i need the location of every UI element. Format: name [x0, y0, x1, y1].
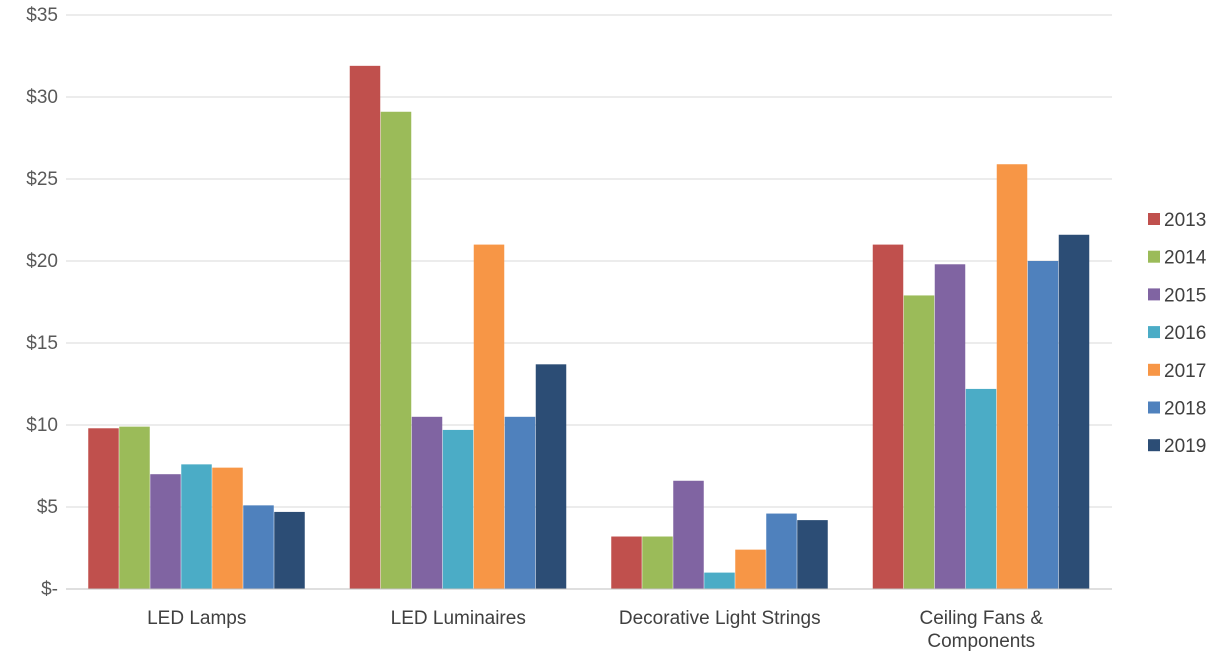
bar-2017-0	[212, 467, 243, 589]
legend-swatch	[1148, 401, 1160, 414]
bar-2019-3	[1058, 234, 1090, 589]
bar-2014-0	[119, 426, 150, 589]
legend-label: 2015	[1164, 285, 1206, 306]
legend-swatch	[1148, 250, 1160, 263]
y-tick-label: $20	[26, 251, 58, 272]
legend-label: 2014	[1164, 248, 1207, 269]
category-label: LED Luminaires	[391, 608, 526, 629]
bar-2016-2	[704, 572, 735, 589]
y-tick-label: $10	[26, 415, 58, 436]
y-tick-label: $30	[26, 87, 58, 108]
bar-2017-3	[996, 164, 1028, 590]
legend-label: 2018	[1164, 399, 1206, 420]
bar-2018-0	[243, 505, 274, 589]
legend-swatch	[1148, 288, 1160, 301]
bar-2014-1	[380, 111, 412, 589]
bar-2016-3	[965, 388, 997, 589]
y-tick-label: $5	[37, 497, 58, 518]
legend-swatch	[1148, 439, 1160, 452]
bar-2019-0	[274, 511, 305, 589]
y-tick-label: $25	[26, 169, 58, 190]
bar-2015-2	[673, 480, 704, 589]
category-label: Ceiling Fans &	[919, 608, 1043, 629]
bar-2013-3	[872, 244, 904, 589]
bar-2019-2	[797, 520, 828, 589]
gridlines	[66, 14, 1112, 508]
legend-swatch	[1148, 326, 1160, 339]
bars	[88, 65, 1090, 590]
y-tick-label: $15	[26, 333, 58, 354]
bar-2013-1	[349, 65, 381, 590]
category-labels: LED Lamps LED Luminaires Decorative Light …	[147, 608, 1043, 652]
legend: 2013 2014 2015 2016 2017 2018 2019	[1148, 210, 1207, 457]
bar-2015-1	[411, 416, 443, 589]
bar-2015-3	[934, 264, 966, 589]
bar-2014-3	[903, 295, 935, 589]
bar-2017-1	[473, 244, 505, 589]
bar-2015-0	[150, 474, 181, 589]
legend-label: 2017	[1164, 361, 1206, 382]
y-axis-ticks: $- $5 $10 $15 $20 $25 $30 $35	[26, 5, 58, 600]
y-tick-label: $35	[26, 5, 58, 26]
bar-2016-0	[181, 464, 212, 589]
bar-2018-3	[1027, 261, 1059, 589]
bar-2019-1	[535, 364, 567, 589]
bar-2016-1	[442, 429, 474, 589]
bar-2018-1	[504, 416, 536, 589]
legend-swatch	[1148, 363, 1160, 376]
category-label: Components	[927, 631, 1035, 652]
bar-2017-2	[735, 549, 766, 589]
bar-2013-2	[611, 536, 642, 589]
y-tick-label: $-	[41, 579, 58, 600]
legend-label: 2019	[1164, 436, 1206, 457]
legend-swatch	[1148, 213, 1160, 225]
bar-2013-0	[88, 428, 119, 589]
category-label: Decorative Light Strings	[619, 608, 821, 629]
category-label: LED Lamps	[147, 608, 246, 629]
bar-2018-2	[766, 513, 797, 589]
bar-2014-2	[642, 536, 673, 589]
legend-label: 2013	[1164, 210, 1206, 231]
legend-label: 2016	[1164, 323, 1206, 344]
